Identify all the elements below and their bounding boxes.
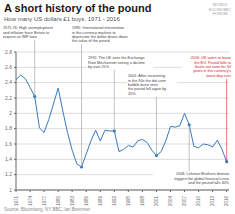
svg-text:1.8: 1.8	[8, 125, 12, 131]
svg-text:1998: 1998	[140, 196, 145, 207]
svg-text:worst day ever: worst day ever	[206, 74, 227, 78]
svg-text:Rate Mechanism seeing a declin: Rate Mechanism seeing a decline	[88, 61, 145, 65]
svg-text:FORUM: FORUM	[213, 11, 227, 16]
svg-text:1985: International interventi: 1985: International intervention	[72, 26, 124, 30]
svg-text:2010: 2010	[196, 196, 201, 207]
svg-text:2013: 2013	[210, 196, 215, 207]
svg-text:WORLD: WORLD	[213, 2, 227, 7]
svg-text:2016: 2016	[224, 196, 227, 207]
svg-text:the pound fall again by: the pound fall again by	[128, 87, 166, 91]
svg-text:levels not seen for 30: levels not seen for 30	[195, 65, 227, 69]
svg-text:1974: 1974	[28, 196, 33, 207]
svg-text:1: 1	[9, 187, 12, 193]
svg-text:1992: 1992	[112, 196, 117, 207]
svg-text:1.2: 1.2	[8, 171, 12, 177]
svg-text:2001: After recovering: 2001: After recovering	[128, 74, 165, 78]
svg-text:A short history of the pound: A short history of the pound	[8, 2, 151, 14]
svg-text:the EU. Pound falls to: the EU. Pound falls to	[194, 61, 227, 65]
svg-text:in the 90s the dot-com: in the 90s the dot-com	[128, 79, 166, 83]
svg-text:1995: 1995	[126, 196, 131, 207]
svg-text:2.8: 2.8	[8, 49, 12, 55]
svg-text:triggers the global financial: triggers the global financial crisis	[174, 177, 227, 181]
svg-text:1986: 1986	[84, 196, 89, 207]
svg-text:2.6: 2.6	[8, 64, 12, 70]
svg-text:bubble burst sees: bubble burst sees	[128, 83, 158, 87]
svg-text:ECONOMIC: ECONOMIC	[209, 7, 227, 12]
svg-text:in the currency markets to: in the currency markets to	[72, 31, 116, 35]
svg-text:by over 25%: by over 25%	[88, 65, 110, 69]
svg-text:2.4: 2.4	[8, 79, 12, 85]
svg-text:years in the currency's: years in the currency's	[193, 69, 227, 73]
svg-text:1980: 1980	[56, 196, 61, 207]
svg-text:20%: 20%	[128, 92, 136, 96]
svg-text:the value of the pound: the value of the pound	[72, 39, 110, 43]
svg-text:2004: 2004	[168, 196, 173, 207]
svg-text:2: 2	[9, 110, 12, 116]
svg-text:1971: 1971	[14, 196, 19, 207]
svg-text:1977: 1977	[42, 196, 47, 207]
svg-text:1989: 1989	[98, 196, 103, 207]
svg-text:How many US dollars £1 buys, 1: How many US dollars £1 buys, 1971 - 2016	[8, 16, 120, 22]
svg-text:depreciate the dollar drives d: depreciate the dollar drives down	[72, 35, 128, 39]
svg-text:Source: Bloomberg, NY BBC, Ian: Source: Bloomberg, NY BBC, Ian Bremmer	[8, 207, 91, 212]
svg-text:2008: Lehman Brothers demise: 2008: Lehman Brothers demise	[176, 172, 227, 176]
svg-text:2016: UK votes to leave: 2016: UK votes to leave	[191, 56, 227, 60]
svg-text:1975-76: High unemployment: 1975-76: High unemployment	[8, 26, 54, 30]
svg-text:2007: 2007	[182, 196, 187, 207]
svg-text:1.6: 1.6	[8, 141, 12, 147]
svg-text:1.4: 1.4	[8, 156, 12, 162]
svg-text:1983: 1983	[70, 196, 75, 207]
svg-text:and the pound falls 30%: and the pound falls 30%	[188, 181, 227, 185]
svg-text:request an IMF loan: request an IMF loan	[8, 35, 37, 39]
svg-text:2001: 2001	[154, 196, 159, 207]
svg-text:and inflation force Britain to: and inflation force Britain to	[8, 31, 49, 35]
svg-text:2.2: 2.2	[8, 95, 12, 101]
svg-text:1992: The UK exits the Exchang: 1992: The UK exits the Exchange	[88, 56, 145, 60]
